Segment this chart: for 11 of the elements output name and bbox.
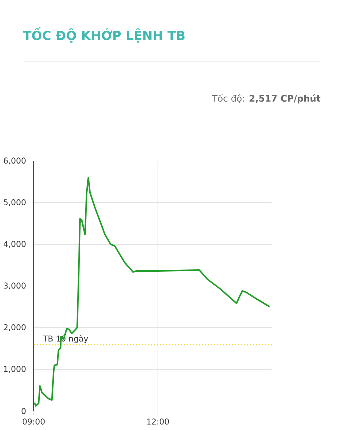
y-tick-label: 5,000 [4, 199, 26, 206]
y-tick-label: 2,000 [4, 324, 26, 332]
y-tick-label: 3,000 [4, 282, 26, 290]
x-tick-label: 09:00 [22, 418, 45, 425]
chart-title: TỐC ĐỘ KHỚP LỆNH TB [23, 27, 185, 43]
x-tick-label: 12:00 [147, 418, 170, 425]
y-tick-label: 4,000 [4, 241, 26, 248]
y-tick-label: 6,000 [4, 158, 26, 165]
y-tick-label: 0 [22, 408, 26, 414]
y-tick-label: 1,000 [4, 366, 26, 374]
chart-subtitle: Tốc độ: 2,517 CP/phút [212, 94, 321, 104]
